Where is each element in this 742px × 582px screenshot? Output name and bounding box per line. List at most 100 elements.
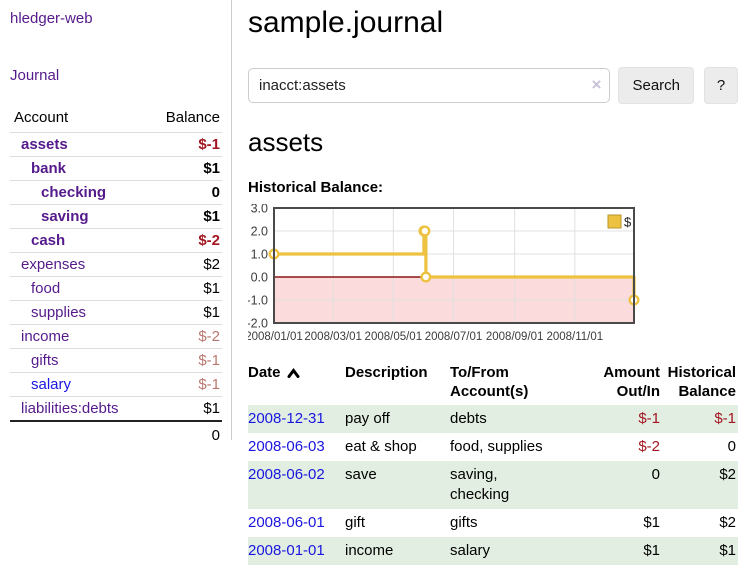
search-input[interactable] [248,68,611,103]
account-link[interactable]: liabilities:debts [21,400,119,417]
account-table-header: Account Balance [10,105,222,133]
transaction-accounts: debts [450,410,487,427]
account-balance: $-1 [146,372,222,397]
transaction-balance: $1 [719,542,736,559]
plot-border [273,207,635,324]
account-row: expenses $2 [10,252,222,277]
account-row: food $1 [10,276,222,301]
account-row: income $-2 [10,324,222,349]
y-tick-label: 1.0 [251,248,268,262]
account-row: salary $-1 [10,372,222,397]
register-header-row: Date Description To/From Account(s) Amou… [248,361,738,405]
clear-search-icon[interactable]: × [591,75,602,94]
transaction-accounts: food, supplies [450,438,543,455]
register-table: Date Description To/From Account(s) Amou… [248,361,738,565]
x-tick-label: 2008/05/01 [365,331,423,343]
app-title-link[interactable]: hledger-web [10,10,93,27]
y-tick-label: 2.0 [251,225,268,239]
transaction-amount: $-1 [638,410,660,427]
transaction-row: 2008-01-01 income salary $1 $1 [248,537,738,565]
account-link[interactable]: saving [41,208,89,225]
transaction-date-link[interactable]: 2008-12-31 [248,410,325,427]
description-column-header: Description [345,364,428,381]
account-balance: $1 [146,276,222,301]
transaction-date-link[interactable]: 2008-06-01 [248,514,325,531]
help-button[interactable]: ? [704,67,738,104]
transaction-amount: 0 [651,466,660,483]
legend-label: $ [624,215,632,230]
balance-column-header: Balance [146,105,222,133]
account-link[interactable]: income [21,328,70,345]
x-tick-label: 2008/07/01 [425,331,483,343]
account-balance: $-1 [146,132,222,157]
amount-column-header: Amount Out/In [603,364,660,400]
account-link[interactable]: bank [31,160,67,177]
account-heading: assets [248,127,324,157]
account-balance: $1 [146,156,222,181]
x-tick-label: 2008/09/01 [486,331,544,343]
date-column-label: Date [248,364,281,381]
total-balance: 0 [211,427,220,444]
account-tree-table: Account Balance assets $-1 bank $1 checking 0… [10,105,222,449]
transaction-row: 2008-06-01 gift gifts $1 $2 [248,509,738,537]
account-link[interactable]: cash [31,232,66,249]
account-link[interactable]: food [31,280,61,297]
date-column-header[interactable]: Date [248,361,345,405]
search-button[interactable]: Search [618,67,695,104]
accounts-column-header: To/From Account(s) [450,364,529,400]
transaction-balance: 0 [727,438,736,455]
account-balance: $1 [146,300,222,325]
data-point-marker [420,271,432,283]
sort-caret-up-icon [287,368,300,378]
transaction-description: gift [345,514,366,531]
account-balance: $2 [146,252,222,277]
transaction-amount: $1 [643,514,660,531]
account-link[interactable]: expenses [21,256,86,273]
account-balance: $-2 [146,324,222,349]
account-link[interactable]: checking [41,184,107,201]
account-link[interactable]: gifts [31,352,59,369]
transaction-accounts: gifts [450,514,478,531]
search-form: × Search ? [248,67,738,104]
account-row: checking 0 [10,180,222,205]
account-balance: $1 [146,396,222,422]
account-balance: 0 [146,180,222,205]
transaction-description: income [345,542,394,559]
account-row: cash $-2 [10,228,222,253]
account-row: liabilities:debts $1 [10,396,222,422]
chart-title: Historical Balance: [248,179,384,196]
transaction-date-link[interactable]: 2008-06-03 [248,438,325,455]
x-tick-label: 2008/03/01 [304,331,362,343]
account-balance: $-2 [146,228,222,253]
transaction-date-link[interactable]: 2008-01-01 [248,542,325,559]
transaction-amount: $-2 [638,438,660,455]
transaction-balance: $-1 [714,410,736,427]
transaction-accounts: saving, checking [450,466,510,503]
account-link[interactable]: salary [31,376,72,393]
transaction-row: 2008-06-02 save saving, checking 0 $2 [248,461,738,509]
account-column-header: Account [10,105,147,133]
account-link[interactable]: supplies [31,304,87,321]
account-balance: $1 [146,204,222,229]
transaction-date-link[interactable]: 2008-06-02 [248,466,325,483]
data-point-marker [419,225,431,237]
sidebar: hledger-web Journal Account Balance asse… [0,0,232,444]
x-tick-label: 2008/11/01 [546,331,603,343]
y-tick-label: 3.0 [251,204,268,216]
transaction-description: pay off [345,410,390,427]
account-row: saving $1 [10,204,222,229]
account-total-row: 0 [10,421,222,449]
y-tick-label: 0.0 [251,271,268,285]
account-link[interactable]: assets [21,136,68,153]
transaction-accounts: salary [450,542,491,559]
balance-column-header-main: Historical Balance [667,364,736,400]
transaction-row: 2008-12-31 pay off debts $-1 $-1 [248,405,738,433]
transaction-description: eat & shop [345,438,417,455]
legend-swatch [607,214,622,229]
transaction-balance: $2 [719,514,736,531]
transaction-description: save [345,466,377,483]
nav-journal-link[interactable]: Journal [10,67,60,84]
account-row: bank $1 [10,156,222,181]
y-tick-label: -2.0 [248,317,268,331]
